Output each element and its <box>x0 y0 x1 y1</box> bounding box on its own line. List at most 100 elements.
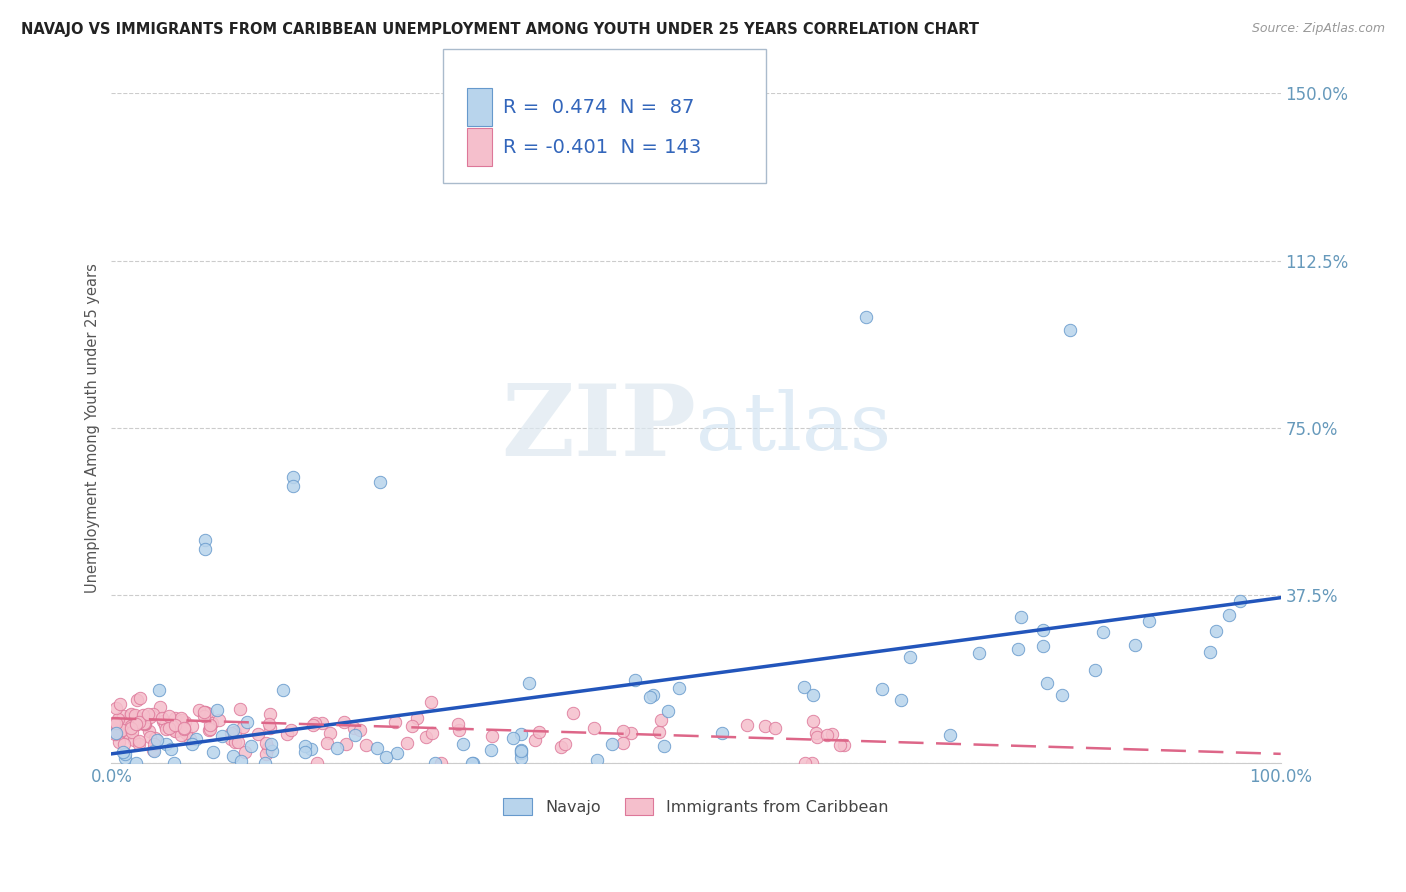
Point <box>103 722 125 736</box>
Point <box>127 693 149 707</box>
Point <box>855 310 877 324</box>
Point <box>763 721 786 735</box>
Point <box>326 741 349 756</box>
Point <box>311 716 333 731</box>
Point <box>157 721 180 735</box>
Point <box>139 731 162 745</box>
Point <box>108 718 131 732</box>
Point <box>107 735 129 749</box>
Text: Source: ZipAtlas.com: Source: ZipAtlas.com <box>1251 22 1385 36</box>
Point <box>162 756 184 770</box>
Point <box>179 731 201 746</box>
Point <box>620 725 643 739</box>
Point <box>299 742 322 756</box>
Point <box>294 745 316 759</box>
Point <box>173 723 195 737</box>
Point <box>1036 676 1059 690</box>
Point <box>1050 688 1073 702</box>
Point <box>1059 323 1081 337</box>
Point <box>118 707 141 722</box>
Point <box>134 716 156 731</box>
Point <box>104 727 127 741</box>
Point <box>125 717 148 731</box>
Point <box>612 735 634 749</box>
Point <box>181 719 204 733</box>
Point <box>235 745 257 759</box>
Point <box>343 728 366 742</box>
Point <box>114 722 136 736</box>
Point <box>1123 638 1146 652</box>
Point <box>104 723 127 737</box>
Point <box>112 746 135 760</box>
Point <box>517 675 540 690</box>
Point <box>120 707 142 722</box>
Point <box>152 714 174 728</box>
Text: ZIP: ZIP <box>501 380 696 476</box>
Point <box>735 718 758 732</box>
Point <box>423 756 446 770</box>
Point <box>184 731 207 746</box>
Point <box>163 724 186 739</box>
Point <box>122 733 145 747</box>
Point <box>162 718 184 732</box>
Point <box>201 745 224 759</box>
Point <box>219 726 242 740</box>
Point <box>349 723 371 738</box>
Point <box>165 718 187 732</box>
Text: R = -0.401  N = 143: R = -0.401 N = 143 <box>503 137 702 157</box>
Point <box>132 708 155 723</box>
Point <box>143 731 166 745</box>
Point <box>198 723 221 738</box>
Point <box>600 737 623 751</box>
Point <box>112 738 135 752</box>
Point <box>176 726 198 740</box>
Point <box>449 723 471 738</box>
Point <box>232 720 254 734</box>
Point <box>160 742 183 756</box>
Point <box>419 695 441 709</box>
Point <box>1007 641 1029 656</box>
Point <box>114 747 136 762</box>
Point <box>1032 639 1054 653</box>
Point <box>108 698 131 712</box>
Point <box>259 721 281 735</box>
Point <box>806 726 828 740</box>
Point <box>103 716 125 731</box>
Point <box>121 725 143 739</box>
Point <box>231 754 253 768</box>
Point <box>1092 624 1115 639</box>
Point <box>236 715 259 730</box>
Point <box>793 756 815 770</box>
Point <box>800 756 823 770</box>
Point <box>201 715 224 730</box>
Point <box>638 690 661 705</box>
Point <box>128 734 150 748</box>
Point <box>451 737 474 751</box>
Point <box>115 726 138 740</box>
Point <box>222 723 245 738</box>
Point <box>256 741 278 756</box>
Point <box>870 681 893 696</box>
Point <box>143 737 166 751</box>
Point <box>641 688 664 702</box>
Point <box>165 724 187 739</box>
Point <box>711 725 734 739</box>
Point <box>583 721 606 735</box>
Point <box>479 743 502 757</box>
Point <box>502 731 524 746</box>
Point <box>273 682 295 697</box>
Point <box>648 725 671 739</box>
Point <box>754 719 776 733</box>
Point <box>163 722 186 736</box>
Point <box>194 541 217 556</box>
Point <box>228 701 250 715</box>
Point <box>294 739 316 754</box>
Point <box>624 673 647 687</box>
Point <box>315 736 337 750</box>
Point <box>1010 610 1032 624</box>
Point <box>142 743 165 757</box>
Point <box>194 705 217 719</box>
Point <box>461 756 484 770</box>
Point <box>146 733 169 747</box>
Point <box>254 747 277 761</box>
